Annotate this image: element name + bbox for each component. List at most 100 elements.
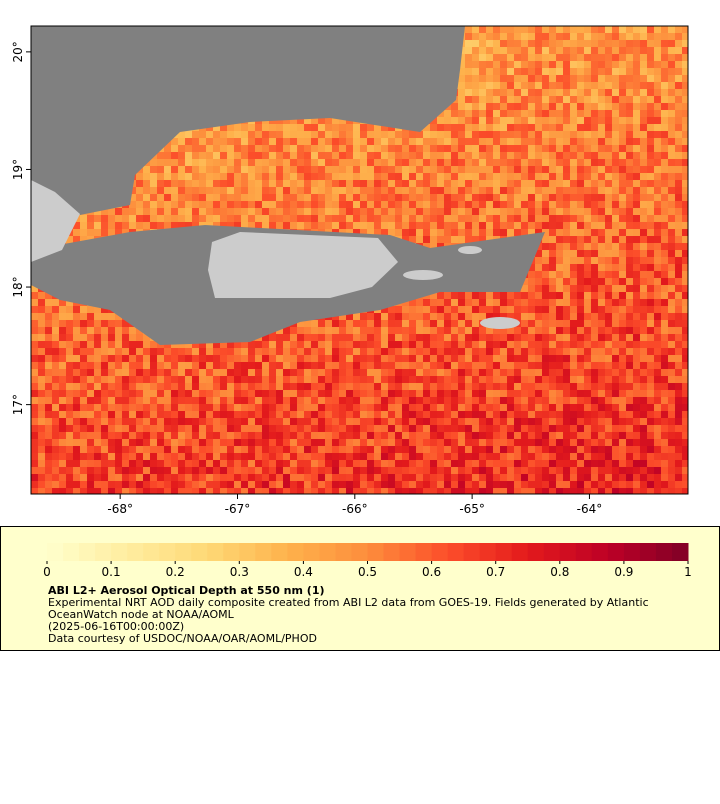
aod-pixel bbox=[486, 145, 493, 152]
aod-pixel bbox=[150, 208, 157, 215]
aod-pixel bbox=[619, 201, 626, 208]
aod-pixel bbox=[577, 110, 584, 117]
aod-pixel bbox=[269, 215, 276, 222]
aod-pixel bbox=[563, 173, 570, 180]
aod-pixel bbox=[577, 145, 584, 152]
aod-pixel bbox=[444, 369, 451, 376]
aod-pixel bbox=[486, 313, 493, 320]
aod-pixel bbox=[220, 152, 227, 159]
aod-pixel bbox=[598, 124, 605, 131]
aod-pixel bbox=[157, 173, 164, 180]
aod-pixel bbox=[465, 229, 472, 236]
aod-pixel bbox=[318, 355, 325, 362]
aod-pixel bbox=[605, 306, 612, 313]
aod-pixel bbox=[577, 383, 584, 390]
aod-pixel bbox=[171, 194, 178, 201]
aod-pixel bbox=[472, 61, 479, 68]
aod-pixel bbox=[633, 327, 640, 334]
aod-pixel bbox=[38, 334, 45, 341]
aod-pixel bbox=[570, 89, 577, 96]
aod-pixel bbox=[213, 369, 220, 376]
aod-pixel bbox=[682, 117, 688, 124]
aod-pixel bbox=[556, 313, 563, 320]
aod-pixel bbox=[262, 180, 269, 187]
aod-pixel bbox=[514, 40, 521, 47]
aod-pixel bbox=[633, 26, 640, 33]
aod-pixel bbox=[675, 341, 682, 348]
aod-pixel bbox=[584, 362, 591, 369]
aod-pixel bbox=[563, 68, 570, 75]
aod-pixel bbox=[416, 355, 423, 362]
aod-pixel bbox=[647, 75, 654, 82]
aod-pixel bbox=[192, 187, 199, 194]
aod-pixel bbox=[353, 138, 360, 145]
aod-pixel bbox=[647, 201, 654, 208]
aod-pixel bbox=[213, 376, 220, 383]
aod-pixel bbox=[367, 334, 374, 341]
aod-pixel bbox=[108, 327, 115, 334]
aod-pixel bbox=[570, 299, 577, 306]
aod-pixel bbox=[402, 320, 409, 327]
aod-pixel bbox=[94, 222, 101, 229]
aod-pixel bbox=[248, 369, 255, 376]
aod-pixel bbox=[38, 390, 45, 397]
aod-pixel bbox=[647, 306, 654, 313]
aod-pixel bbox=[276, 341, 283, 348]
aod-pixel bbox=[486, 180, 493, 187]
aod-pixel bbox=[605, 61, 612, 68]
aod-pixel bbox=[549, 306, 556, 313]
aod-pixel bbox=[612, 222, 619, 229]
aod-pixel bbox=[297, 124, 304, 131]
aod-pixel bbox=[388, 187, 395, 194]
aod-pixel bbox=[654, 278, 661, 285]
aod-pixel bbox=[682, 383, 688, 390]
aod-pixel bbox=[619, 285, 626, 292]
aod-pixel bbox=[612, 306, 619, 313]
aod-pixel bbox=[416, 299, 423, 306]
aod-pixel bbox=[514, 75, 521, 82]
aod-pixel bbox=[206, 131, 213, 138]
aod-pixel bbox=[199, 187, 206, 194]
aod-pixel bbox=[80, 320, 87, 327]
aod-pixel bbox=[325, 166, 332, 173]
aod-pixel bbox=[535, 152, 542, 159]
aod-pixel bbox=[150, 222, 157, 229]
aod-pixel bbox=[381, 222, 388, 229]
aod-pixel bbox=[318, 124, 325, 131]
aod-pixel bbox=[115, 397, 122, 404]
aod-pixel bbox=[66, 313, 73, 320]
aod-pixel bbox=[605, 264, 612, 271]
aod-pixel bbox=[507, 222, 514, 229]
aod-pixel bbox=[164, 194, 171, 201]
aod-pixel bbox=[213, 341, 220, 348]
aod-pixel bbox=[311, 145, 318, 152]
aod-pixel bbox=[374, 348, 381, 355]
aod-pixel bbox=[647, 124, 654, 131]
aod-pixel bbox=[444, 299, 451, 306]
aod-pixel bbox=[248, 362, 255, 369]
aod-pixel bbox=[654, 285, 661, 292]
aod-pixel bbox=[80, 306, 87, 313]
aod-pixel bbox=[605, 47, 612, 54]
aod-pixel bbox=[157, 194, 164, 201]
aod-pixel bbox=[290, 341, 297, 348]
aod-pixel bbox=[339, 166, 346, 173]
aod-pixel bbox=[500, 89, 507, 96]
aod-pixel bbox=[605, 243, 612, 250]
aod-pixel bbox=[535, 110, 542, 117]
aod-pixel bbox=[381, 334, 388, 341]
aod-pixel bbox=[507, 54, 514, 61]
aod-pixel bbox=[647, 61, 654, 68]
aod-pixel bbox=[150, 376, 157, 383]
aod-pixel bbox=[388, 313, 395, 320]
aod-pixel bbox=[220, 376, 227, 383]
aod-pixel bbox=[297, 208, 304, 215]
aod-pixel bbox=[528, 341, 535, 348]
aod-pixel bbox=[276, 383, 283, 390]
aod-pixel bbox=[129, 376, 136, 383]
aod-pixel bbox=[598, 271, 605, 278]
aod-pixel bbox=[129, 348, 136, 355]
aod-pixel bbox=[346, 222, 353, 229]
aod-pixel bbox=[542, 376, 549, 383]
aod-pixel bbox=[290, 327, 297, 334]
